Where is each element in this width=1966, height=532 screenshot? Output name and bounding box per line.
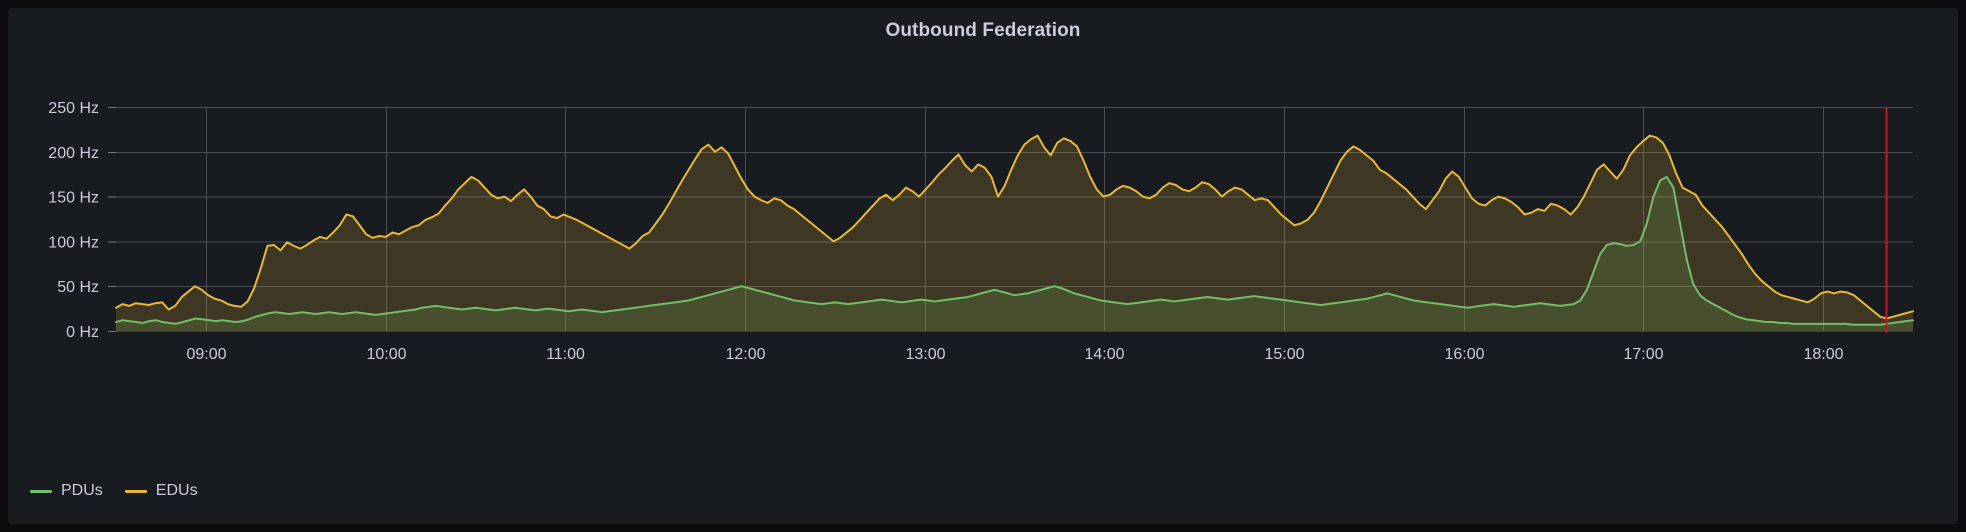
- panel-title: Outbound Federation: [885, 20, 1081, 41]
- y-axis-tick-label: 0 Hz: [66, 324, 99, 341]
- x-axis-tick-label: 15:00: [1264, 346, 1304, 363]
- series-line-edus: [115, 134, 1914, 320]
- legend-swatch-pdus: [30, 489, 52, 493]
- legend-label-edus: EDUs: [155, 482, 198, 499]
- legend-item-pdus[interactable]: PDUs: [30, 482, 103, 500]
- chart-plot-area[interactable]: 0 Hz 50 Hz 100 Hz 150 Hz 200 Hz 250 Hz 09:00 10…: [8, 60, 1958, 460]
- y-axis-tick-label: 50 Hz: [57, 279, 99, 296]
- legend-swatch-edus: [124, 489, 147, 493]
- x-axis-tick-label: 14:00: [1084, 346, 1124, 363]
- timeseries-chart[interactable]: 0 Hz 50 Hz 100 Hz 150 Hz 200 Hz 250 Hz 09:00 10…: [8, 60, 1958, 460]
- x-axis-tick-label: 11:00: [546, 346, 585, 363]
- y-axis-tick-label: 200 Hz: [48, 145, 99, 162]
- x-axis-tick-label: 16:00: [1444, 346, 1484, 363]
- y-axis-tick-label: 100 Hz: [48, 234, 99, 251]
- legend-item-edus[interactable]: EDUs: [124, 482, 198, 500]
- x-axis-tick-label: 18:00: [1803, 346, 1843, 363]
- x-axis-tick-label: 09:00: [186, 346, 226, 363]
- chart-legend: PDUs EDUs: [30, 476, 198, 506]
- x-axis-tick-label: 12:00: [725, 346, 765, 363]
- y-axis-tick-label: 250 Hz: [48, 100, 99, 117]
- x-axis-tick-label: 13:00: [905, 346, 945, 363]
- legend-label-pdus: PDUs: [61, 482, 103, 499]
- x-axis-tick-label: 17:00: [1623, 346, 1663, 363]
- grafana-panel: Outbound Federation 0 Hz 50 Hz 100 Hz 150 H…: [8, 8, 1958, 524]
- series-line-pdus: [115, 175, 1914, 326]
- x-axis-tick-label: 10:00: [366, 346, 406, 363]
- series-area-edus: [116, 135, 1913, 331]
- y-axis-tick-label: 150 Hz: [48, 190, 99, 207]
